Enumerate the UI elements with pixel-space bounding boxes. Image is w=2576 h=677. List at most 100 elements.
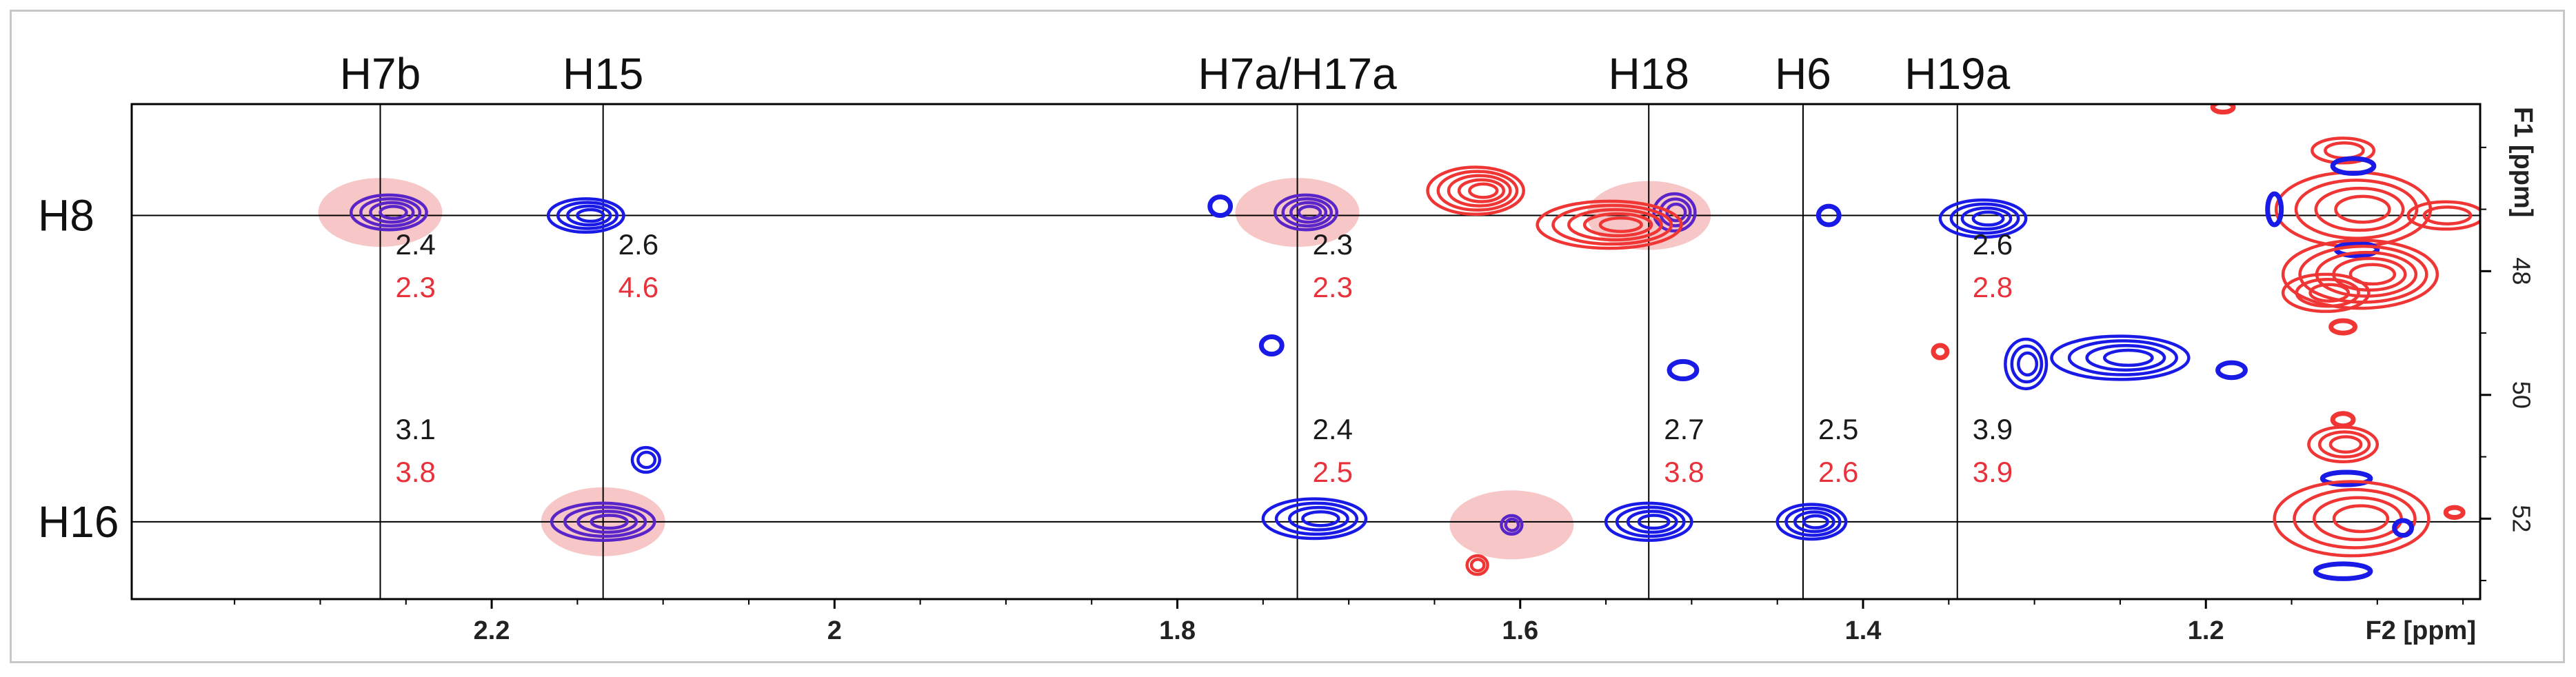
axes-layer: 2.2 2 1.8 1.6 1.4 1.2 48 50 52 F2 [ppm] F1 [ppm] bbox=[130, 103, 2537, 645]
peak-contour-level bbox=[2307, 425, 2379, 464]
peak-contour-17 bbox=[2328, 318, 2358, 336]
peak-contour-29 bbox=[1261, 497, 1368, 540]
annotation-value-red-1: 4.6 bbox=[618, 271, 658, 303]
annotation-value-black-1: 2.6 bbox=[618, 228, 658, 261]
peak-contour-10 bbox=[2406, 200, 2480, 231]
peak-contour-level bbox=[1289, 201, 1328, 224]
peak-contour-level bbox=[2281, 239, 2439, 310]
peak-contour-level bbox=[2324, 141, 2365, 160]
peak-contour-16 bbox=[2281, 272, 2371, 313]
peak-contour-level bbox=[1457, 178, 1506, 203]
peak-contour-level bbox=[1667, 358, 1700, 381]
peak-contour-level bbox=[1468, 182, 1499, 199]
peak-contour-38 bbox=[2210, 104, 2236, 115]
peak-contour-level bbox=[2265, 191, 2284, 228]
peak-contour-level bbox=[1793, 510, 1835, 534]
peak-contour-level bbox=[556, 201, 619, 230]
marker-lines-layer bbox=[132, 104, 2480, 599]
peak-contour-20 bbox=[2004, 337, 2049, 391]
peak-contour-9 bbox=[2274, 170, 2433, 248]
peak-contour-level bbox=[2330, 156, 2377, 176]
annotation-value-black-2: 2.3 bbox=[1313, 228, 1353, 261]
peak-contour-level bbox=[1281, 197, 1334, 228]
y-axis-title: F1 [ppm] bbox=[2508, 107, 2537, 217]
peak-contour-26 bbox=[2320, 469, 2373, 487]
peak-contour-level bbox=[1938, 198, 2028, 239]
highlight-ellipse-4 bbox=[1449, 490, 1574, 560]
annotation-value-red-2: 2.3 bbox=[1313, 271, 1353, 303]
y-tick-label-1: 50 bbox=[2508, 381, 2536, 409]
peak-contour-level bbox=[2293, 487, 2417, 549]
annotation-value-black-6: 2.7 bbox=[1664, 413, 1704, 445]
x-tick-label-3: 1.6 bbox=[1502, 616, 1538, 645]
peak-contour-31 bbox=[1465, 554, 1489, 576]
peak-contour-level bbox=[1447, 174, 1512, 208]
peak-contour-level bbox=[2103, 348, 2154, 367]
peak-contour-level bbox=[349, 193, 428, 232]
peak-contour-level bbox=[2308, 283, 2351, 303]
annotation-value-red-4: 3.8 bbox=[395, 456, 435, 488]
peak-contour-6 bbox=[1938, 198, 2028, 239]
annotation-value-black-8: 3.9 bbox=[1973, 413, 2013, 445]
peak-contour-level bbox=[636, 450, 657, 469]
peak-contour-level bbox=[2406, 200, 2480, 231]
peak-contour-level bbox=[2311, 137, 2376, 165]
peak-contour-level bbox=[2320, 469, 2373, 487]
peak-contour-level bbox=[1551, 203, 1673, 246]
peak-contour-level bbox=[359, 197, 422, 228]
peak-contour-level bbox=[1960, 206, 2013, 231]
peak-contour-35 bbox=[2313, 561, 2373, 581]
peak-contour-level bbox=[2314, 186, 2405, 232]
row-label-h16: H16 bbox=[38, 497, 119, 547]
peak-contour-level bbox=[1615, 505, 1686, 538]
annotation-value-red-0: 2.3 bbox=[395, 271, 435, 303]
highlight-layer bbox=[318, 178, 1711, 560]
column-label-h15: H15 bbox=[563, 49, 643, 99]
peak-contour-level bbox=[1274, 501, 1359, 536]
x-tick-label-4: 1.4 bbox=[1845, 616, 1882, 645]
peak-contour-level bbox=[2017, 351, 2039, 377]
annotation-value-black-5: 2.4 bbox=[1313, 413, 1353, 445]
peak-contour-37 bbox=[2443, 505, 2466, 521]
peak-contour-8 bbox=[1536, 199, 1683, 250]
peak-contour-level bbox=[2328, 318, 2358, 336]
annotation-value-black-7: 2.5 bbox=[1818, 413, 1858, 445]
peak-contour-level bbox=[1626, 509, 1678, 534]
peak-contour-level bbox=[563, 505, 647, 538]
peak-contour-level bbox=[1604, 501, 1693, 542]
peak-contour-level bbox=[590, 514, 629, 530]
peak-contour-level bbox=[2330, 411, 2356, 429]
peak-contour-1 bbox=[546, 197, 625, 234]
peak-contour-level bbox=[630, 445, 661, 474]
column-label-h19a: H19a bbox=[1904, 49, 2010, 99]
annotation-value-red-3: 2.8 bbox=[1973, 271, 2013, 303]
row-label-h8: H8 bbox=[38, 191, 94, 241]
peak-contour-level bbox=[1297, 205, 1322, 221]
annotation-value-red-5: 2.5 bbox=[1313, 456, 1353, 488]
peak-contour-level bbox=[1258, 334, 1285, 357]
peak-contour-23 bbox=[1931, 343, 1950, 361]
peak-contour-0 bbox=[349, 193, 428, 232]
peak-contour-level bbox=[2313, 561, 2373, 581]
peak-contour-level bbox=[1567, 208, 1663, 242]
peak-contour-level bbox=[1931, 343, 1950, 361]
peak-contour-level bbox=[1802, 514, 1829, 529]
peak-contour-19 bbox=[1667, 358, 1700, 381]
peak-contour-level bbox=[2050, 334, 2191, 381]
peak-contour-28 bbox=[550, 501, 656, 542]
peak-contour-level bbox=[2067, 339, 2178, 376]
peak-contour-level bbox=[2004, 337, 2049, 391]
annotation-value-black-3: 2.6 bbox=[1973, 228, 2013, 261]
peak-contour-level bbox=[2281, 272, 2371, 313]
peak-contour-25 bbox=[2307, 425, 2379, 464]
peak-contour-18 bbox=[1258, 334, 1285, 357]
peak-contour-level bbox=[1665, 202, 1687, 223]
peak-contour-level bbox=[1504, 517, 1520, 532]
peak-contour-13 bbox=[2265, 191, 2284, 228]
hsqc-spectrum-chart: 2.2 2 1.8 1.6 1.4 1.2 48 50 52 F2 [ppm] F1 [ppm] H… bbox=[38, 49, 2537, 645]
peak-contour-level bbox=[1775, 503, 1848, 541]
peak-contour-27 bbox=[630, 445, 661, 474]
peak-contour-5 bbox=[1815, 203, 1842, 228]
peak-contour-level bbox=[576, 509, 638, 534]
peak-contour-level bbox=[2215, 360, 2248, 381]
